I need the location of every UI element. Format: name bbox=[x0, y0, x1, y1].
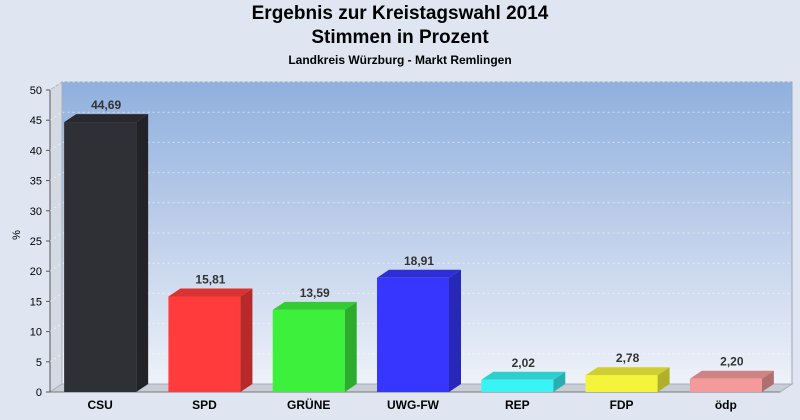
bar-value-label: 15,81 bbox=[195, 273, 225, 287]
bar-side bbox=[449, 269, 461, 392]
bar bbox=[585, 375, 658, 392]
x-tick-label: REP bbox=[505, 398, 530, 412]
gridline bbox=[49, 111, 792, 121]
x-tick-label: UWG-FW bbox=[387, 398, 440, 412]
bar-top bbox=[272, 301, 357, 310]
y-tick-label: 30 bbox=[30, 206, 42, 218]
bar bbox=[481, 379, 554, 392]
bar-top bbox=[377, 269, 461, 278]
y-tick-label: 40 bbox=[30, 145, 42, 157]
bar-top bbox=[585, 367, 670, 376]
bar-top bbox=[168, 288, 253, 297]
bar-side bbox=[240, 288, 253, 392]
gridline bbox=[49, 292, 792, 302]
bar-value-label: 2,78 bbox=[616, 351, 640, 365]
bar-side bbox=[344, 301, 357, 392]
gridline bbox=[49, 202, 792, 212]
gridline bbox=[49, 141, 792, 151]
y-axis-label: % bbox=[11, 230, 23, 240]
x-tick-label: SPD bbox=[192, 398, 217, 412]
y-tick-label: 10 bbox=[30, 327, 42, 339]
bar-top bbox=[481, 371, 566, 380]
y-tick-label: 45 bbox=[30, 115, 42, 127]
gridline bbox=[49, 353, 792, 363]
bar-side bbox=[553, 371, 566, 392]
bar bbox=[377, 277, 449, 392]
plot-left-wall bbox=[49, 81, 63, 393]
y-tick-label: 15 bbox=[30, 296, 42, 308]
bar bbox=[689, 378, 762, 392]
bar-value-label: 2,02 bbox=[512, 356, 536, 370]
gridline bbox=[49, 323, 792, 333]
x-tick-label: ödp bbox=[715, 398, 737, 412]
y-tick-label: 50 bbox=[30, 85, 42, 97]
y-tick-label: 35 bbox=[30, 176, 42, 188]
bar-value-label: 44,69 bbox=[91, 98, 121, 112]
x-tick-label: CSU bbox=[87, 398, 112, 412]
gridline bbox=[49, 262, 792, 272]
bar bbox=[272, 309, 345, 392]
y-tick-label: 20 bbox=[30, 266, 42, 278]
y-tick-label: 25 bbox=[30, 236, 42, 248]
bar-value-label: 13,59 bbox=[300, 286, 330, 300]
bar-value-label: 18,91 bbox=[404, 254, 434, 268]
bar-side bbox=[657, 367, 670, 392]
x-tick-label: FDP bbox=[610, 398, 634, 412]
bar-top bbox=[64, 114, 149, 123]
bar bbox=[64, 122, 137, 393]
gridline bbox=[49, 81, 792, 91]
x-tick-label: GRÜNE bbox=[287, 397, 330, 412]
chart-subtitle: Stimmen in Prozent bbox=[311, 27, 489, 48]
bar bbox=[168, 296, 241, 392]
chart-region-label: Landkreis Würzburg - Markt Remlingen bbox=[288, 53, 512, 67]
bar-side bbox=[761, 370, 774, 392]
gridline bbox=[49, 232, 792, 242]
bar-value-label: 2,20 bbox=[720, 355, 744, 369]
bar-side bbox=[136, 114, 149, 393]
y-tick-label: 0 bbox=[36, 387, 42, 399]
bar-top bbox=[689, 370, 774, 379]
chart-title: Ergebnis zur Kreistagswahl 2014 bbox=[251, 3, 549, 24]
gridline bbox=[49, 172, 792, 182]
y-tick-label: 5 bbox=[36, 357, 42, 369]
